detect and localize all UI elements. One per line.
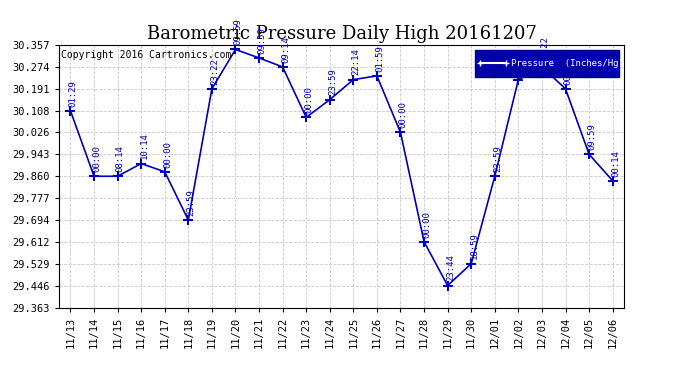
Text: 00:00: 00:00 <box>163 141 172 168</box>
Text: 00:00: 00:00 <box>422 211 431 238</box>
Text: Pressure  (Inches/Hg): Pressure (Inches/Hg) <box>511 59 624 68</box>
Text: 23:44: 23:44 <box>446 255 455 281</box>
Text: 23:22: 23:22 <box>210 58 219 85</box>
Text: 10:14: 10:14 <box>139 132 148 159</box>
Text: 00:14: 00:14 <box>611 150 620 177</box>
Text: 22:14: 22:14 <box>352 48 361 75</box>
Text: Copyright 2016 Cartronics.com: Copyright 2016 Cartronics.com <box>61 50 232 60</box>
Text: 23:59: 23:59 <box>493 145 502 172</box>
Text: 09:59: 09:59 <box>587 123 596 150</box>
Text: 01:29: 01:29 <box>69 80 78 106</box>
Text: 09:59: 09:59 <box>234 18 243 45</box>
FancyBboxPatch shape <box>475 50 619 76</box>
Text: 07:22: 07:22 <box>540 36 549 63</box>
Text: 08:14: 08:14 <box>116 145 125 172</box>
Text: 00:00: 00:00 <box>399 101 408 128</box>
Text: 01:59: 01:59 <box>375 45 384 72</box>
Text: 00:00: 00:00 <box>564 58 573 85</box>
Text: 09:59: 09:59 <box>257 27 266 54</box>
Title: Barometric Pressure Daily High 20161207: Barometric Pressure Daily High 20161207 <box>146 26 537 44</box>
Text: 18:59: 18:59 <box>469 232 478 260</box>
Text: 23:59: 23:59 <box>186 189 195 216</box>
Text: 09:14: 09:14 <box>281 36 290 63</box>
Text: 23:59: 23:59 <box>328 69 337 96</box>
Text: 23:44: 23:44 <box>517 48 526 75</box>
Text: 00:00: 00:00 <box>92 145 101 172</box>
Text: 00:00: 00:00 <box>304 86 313 113</box>
